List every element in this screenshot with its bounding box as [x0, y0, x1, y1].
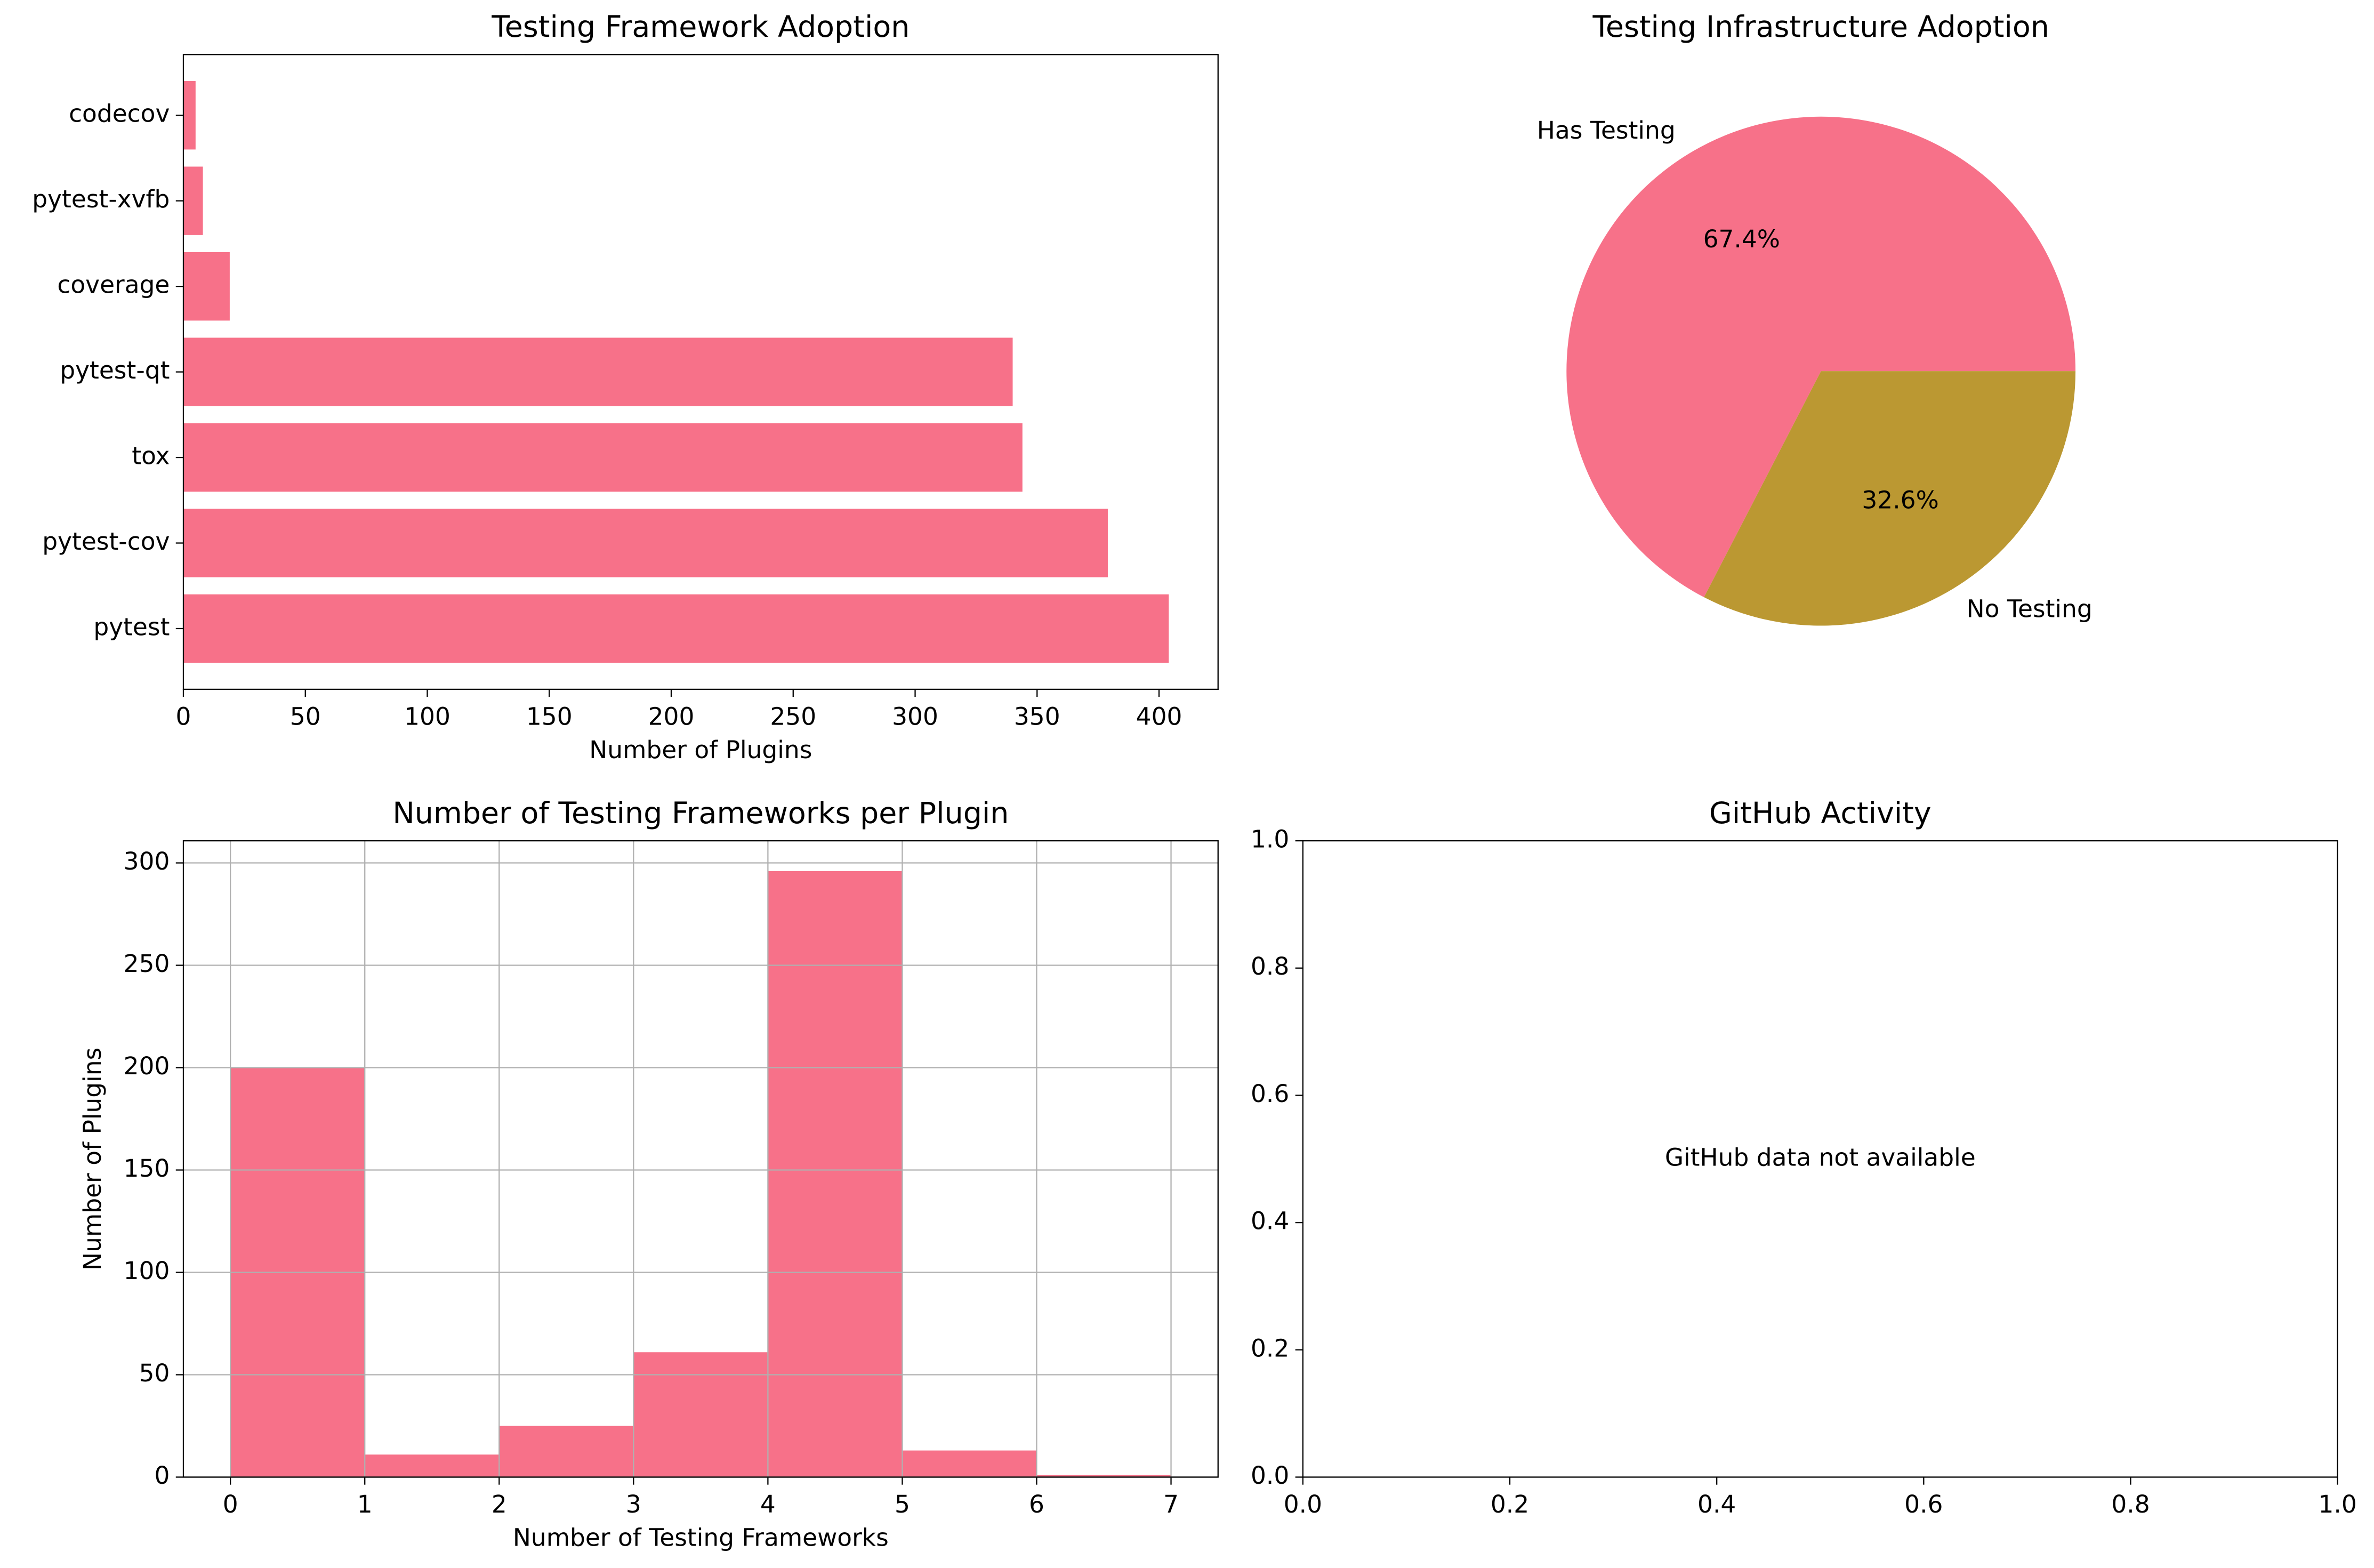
histogram-bar: [499, 1426, 634, 1477]
x-tick-label: 7: [1163, 1490, 1179, 1518]
histogram-bar: [1036, 1475, 1171, 1477]
y-tick-label: pytest: [93, 613, 170, 641]
y-tick-label: coverage: [57, 271, 170, 299]
chart-title: GitHub Activity: [1709, 797, 1932, 831]
pie-slice: [1704, 371, 2076, 626]
x-tick-label: 0: [176, 702, 191, 730]
x-tick-label: 5: [895, 1490, 910, 1518]
x-tick-label: 0.6: [1904, 1490, 1943, 1518]
y-tick-label: pytest-xvfb: [32, 185, 170, 213]
y-tick-label: 200: [124, 1052, 170, 1080]
chart-title: Testing Framework Adoption: [491, 10, 910, 44]
x-tick-label: 250: [770, 702, 816, 730]
x-tick-label: 2: [492, 1490, 507, 1518]
histogram-bar: [633, 1352, 768, 1477]
chart-title: Number of Testing Frameworks per Plugin: [392, 797, 1009, 831]
slice-label: Has Testing: [1537, 116, 1676, 144]
y-tick-label: 0.4: [1251, 1207, 1289, 1235]
bar: [183, 166, 203, 235]
y-tick-label: codecov: [69, 100, 170, 128]
x-tick-label: 0.0: [1284, 1490, 1322, 1518]
y-tick-label: pytest-qt: [60, 356, 170, 384]
x-tick-label: 0.8: [2111, 1490, 2150, 1518]
x-tick-label: 100: [404, 702, 450, 730]
chart-title: Testing Infrastructure Adoption: [1592, 10, 2049, 44]
histogram-bar: [902, 1450, 1037, 1477]
x-tick-label: 50: [290, 702, 321, 730]
x-tick-label: 6: [1029, 1490, 1044, 1518]
y-tick-label: 1.0: [1251, 825, 1289, 854]
x-axis-label: Number of Plugins: [589, 736, 812, 764]
y-tick-label: tox: [132, 442, 170, 470]
slice-label: No Testing: [1967, 594, 2093, 623]
axes-frame: [182, 54, 1219, 690]
y-tick-label: 100: [124, 1257, 170, 1285]
y-tick-label: 0.2: [1251, 1334, 1289, 1362]
x-tick-label: 0: [223, 1490, 238, 1518]
bar: [183, 337, 1013, 406]
pie-slice: [1566, 116, 2076, 598]
slice-value-label: 32.6%: [1862, 486, 1938, 514]
y-tick-label: 150: [124, 1154, 170, 1183]
bar: [183, 509, 1108, 577]
y-tick-label: 0: [154, 1461, 170, 1490]
y-tick-label: 0.0: [1251, 1461, 1289, 1490]
y-tick-label: 0.8: [1251, 952, 1289, 980]
x-axis-label: Number of Testing Frameworks: [513, 1524, 889, 1552]
y-tick-label: 50: [139, 1359, 170, 1387]
bar: [183, 423, 1023, 492]
y-tick-label: 0.6: [1251, 1080, 1289, 1108]
y-axis-label: Number of Plugins: [78, 1048, 107, 1271]
slice-value-label: 67.4%: [1703, 225, 1780, 253]
x-tick-label: 300: [892, 702, 938, 730]
x-tick-label: 150: [526, 702, 573, 730]
bar: [183, 81, 196, 150]
x-tick-label: 200: [648, 702, 695, 730]
x-tick-label: 350: [1014, 702, 1060, 730]
x-tick-label: 1: [357, 1490, 373, 1518]
bar: [183, 594, 1169, 663]
y-tick-label: 250: [124, 950, 170, 978]
x-tick-label: 1.0: [2319, 1490, 2357, 1518]
x-tick-label: 4: [760, 1490, 776, 1518]
y-tick-label: 300: [124, 847, 170, 875]
axes-frame: [1302, 840, 2338, 1478]
x-tick-label: 400: [1136, 702, 1182, 730]
histogram-bar: [768, 871, 903, 1477]
y-tick-label: pytest-cov: [42, 527, 170, 556]
x-tick-label: 3: [626, 1490, 641, 1518]
histogram-bar: [365, 1454, 500, 1477]
bar: [183, 252, 230, 321]
x-tick-label: 0.2: [1491, 1490, 1529, 1518]
annotation: GitHub data not available: [1665, 1143, 1976, 1171]
x-tick-label: 0.4: [1697, 1490, 1736, 1518]
axes-frame: [182, 840, 1219, 1478]
